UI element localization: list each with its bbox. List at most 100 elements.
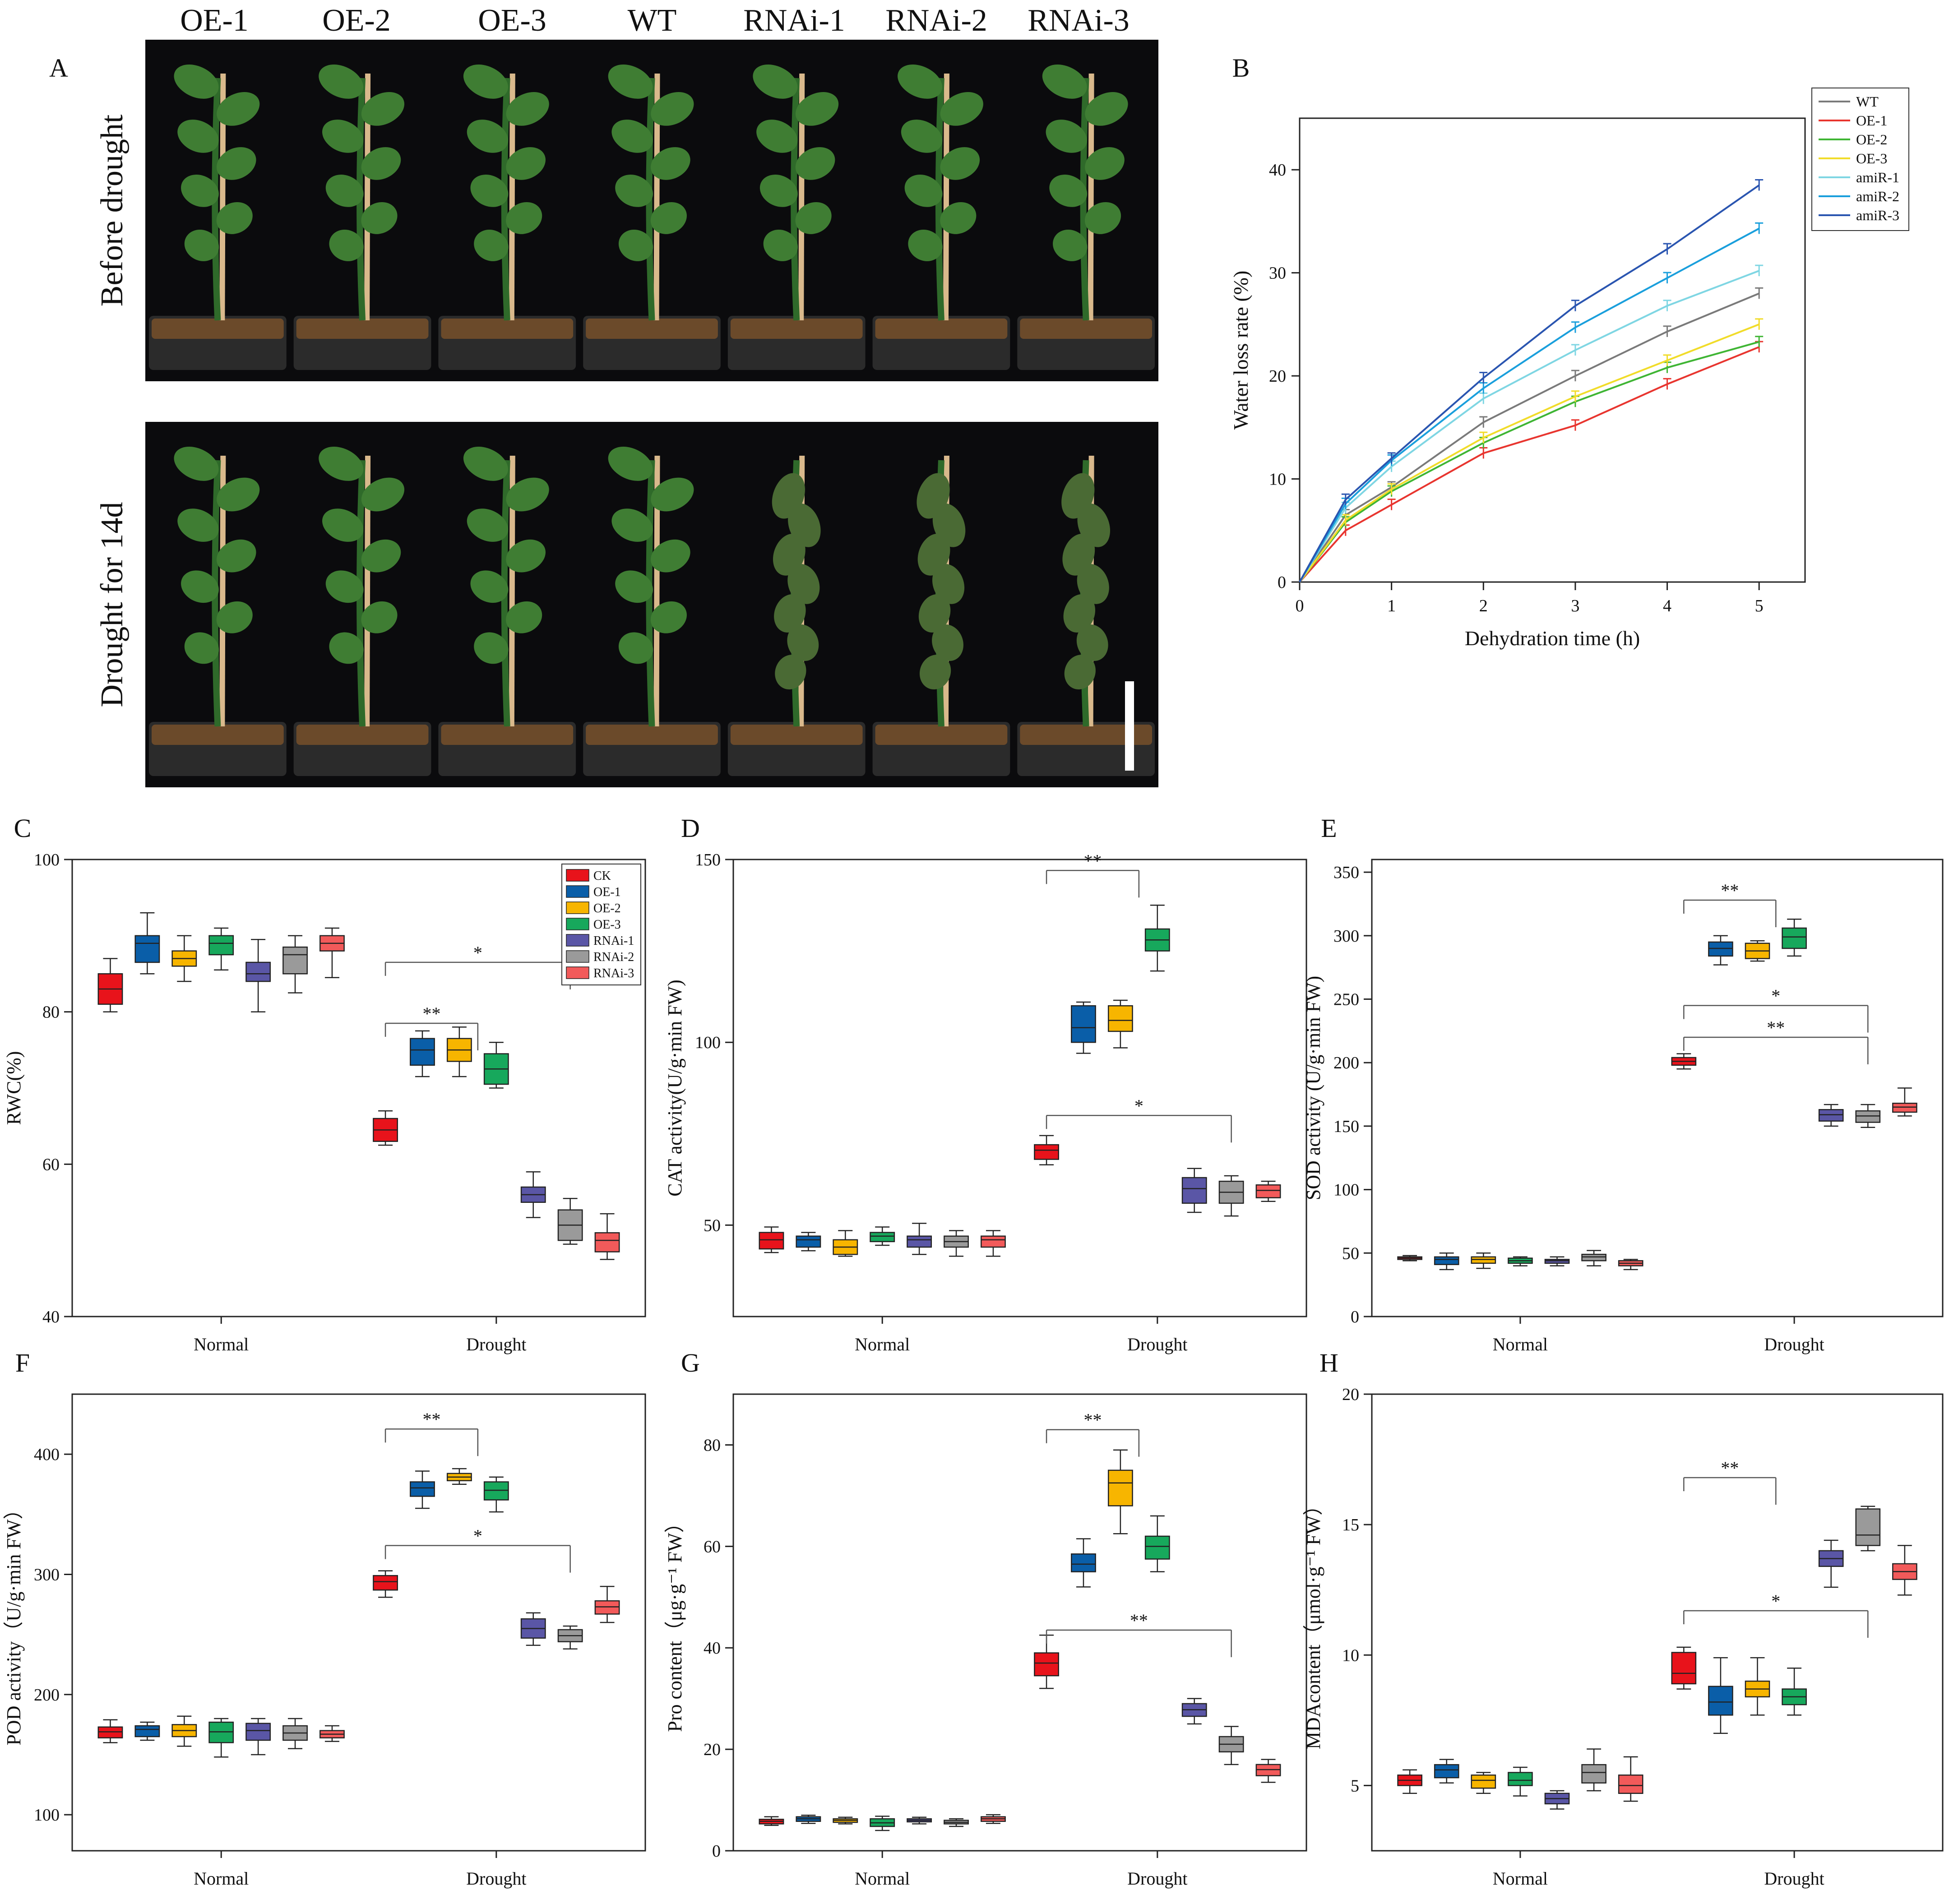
genotype-label: RNAi-1: [743, 3, 845, 38]
box: [282, 946, 308, 975]
y-tick-label: 0: [712, 1842, 721, 1861]
legend-label: WT: [1856, 93, 1879, 110]
x-tick-label: Normal: [1493, 1868, 1548, 1889]
box-1: [796, 1815, 821, 1824]
box-4: [1544, 1256, 1570, 1266]
genotype-label: RNAi-2: [885, 3, 987, 38]
x-tick-label: 1: [1387, 596, 1396, 615]
y-tick-label: 50: [1342, 1244, 1359, 1263]
box-0: [1671, 1646, 1697, 1690]
y-axis-label: POD activity（U/g·min FW）: [3, 1499, 25, 1745]
leaf: [1084, 202, 1121, 234]
leaf: [506, 92, 549, 126]
box-3: [1508, 1766, 1533, 1797]
tray-row: [149, 722, 1155, 776]
leaf: [932, 624, 963, 661]
significance-mark: *: [1771, 986, 1780, 1006]
panel-h: H 5 10 15 20 MDAcontent（μmol·g⁻¹ FW） Normal Dro…: [1302, 1348, 1944, 1889]
y-tick-label: 400: [34, 1445, 60, 1464]
leaf: [217, 92, 260, 126]
y-tick-label: 20: [1342, 1385, 1359, 1404]
leaf: [919, 655, 951, 690]
box: [1144, 1535, 1170, 1560]
leaf: [908, 229, 943, 261]
box: [981, 1235, 1006, 1248]
box-6: [594, 1585, 620, 1623]
box-6: [1618, 1259, 1643, 1271]
plant: [608, 65, 694, 321]
box: [1071, 1005, 1096, 1043]
x-tick-label: Normal: [1493, 1334, 1548, 1354]
x-tick-label: 3: [1571, 596, 1579, 615]
leaf: [651, 477, 694, 512]
legend-label: OE-1: [593, 885, 621, 899]
box-5: [1855, 1506, 1881, 1552]
box-RNAi-1: [520, 1171, 546, 1218]
leaf: [615, 175, 653, 207]
box: [1071, 1553, 1096, 1572]
box: [134, 935, 160, 963]
box-4: [907, 1223, 932, 1255]
panel-letter: H: [1319, 1348, 1338, 1377]
box-0: [1397, 1255, 1422, 1262]
box: [796, 1235, 821, 1248]
leaf: [329, 632, 364, 664]
box-5: [557, 1625, 583, 1650]
leaf: [474, 229, 509, 261]
box-RNAi-2: [282, 935, 308, 994]
significance-bracket: **: [384, 1003, 479, 1050]
box-2: [1107, 1449, 1133, 1534]
leaf: [940, 202, 977, 234]
box-6: [1892, 1087, 1917, 1117]
leaf: [787, 624, 819, 661]
series-line: [1299, 227, 1760, 583]
soil: [1020, 319, 1152, 339]
box: [1434, 1764, 1459, 1779]
significance-mark: *: [1771, 1591, 1780, 1611]
legend-swatch: [566, 901, 589, 914]
leaf: [361, 601, 398, 633]
significance-mark: *: [473, 943, 482, 963]
leaf: [898, 65, 943, 99]
box-6: [1255, 1759, 1281, 1783]
significance-bracket: *: [1046, 1095, 1232, 1143]
leaf: [467, 120, 509, 153]
leaf: [1085, 147, 1125, 180]
box-5: [1218, 1726, 1244, 1765]
y-tick-label: 300: [1333, 927, 1359, 946]
box-3: [1144, 1515, 1170, 1572]
box-1: [796, 1232, 821, 1252]
box-2: [1471, 1772, 1496, 1794]
box: [483, 1481, 509, 1501]
x-tick-label: Drought: [1764, 1868, 1824, 1889]
panel-letter: E: [1321, 813, 1337, 843]
box: [759, 1232, 784, 1250]
legend-label: OE-1: [1856, 112, 1887, 129]
y-tick-label: 50: [704, 1216, 721, 1235]
leaf: [618, 229, 653, 261]
legend-label: OE-3: [1856, 150, 1887, 166]
leaf: [1085, 92, 1128, 126]
box-5: [944, 1230, 969, 1257]
box: [1818, 1109, 1844, 1122]
box-2: [833, 1816, 858, 1825]
leaf: [932, 564, 965, 604]
leaf: [184, 632, 219, 664]
genotype-label: RNAi-3: [1028, 3, 1130, 38]
genotype-label: WT: [628, 3, 677, 38]
leaf: [1042, 65, 1087, 99]
box: [245, 1723, 271, 1741]
box-OE-3: [483, 1041, 509, 1089]
box-0: [1397, 1769, 1422, 1794]
plant: [1061, 455, 1111, 727]
soil: [875, 319, 1008, 339]
box: [208, 935, 234, 956]
y-tick-label: 300: [34, 1565, 60, 1584]
y-axis-label: SOD activity (U/g·min FW): [1302, 976, 1324, 1200]
plot-frame: [732, 1393, 1307, 1852]
leaf: [940, 92, 983, 126]
leaf: [506, 202, 542, 234]
leaf: [319, 65, 364, 99]
box: [1034, 1652, 1059, 1677]
box-1: [1434, 1759, 1459, 1784]
